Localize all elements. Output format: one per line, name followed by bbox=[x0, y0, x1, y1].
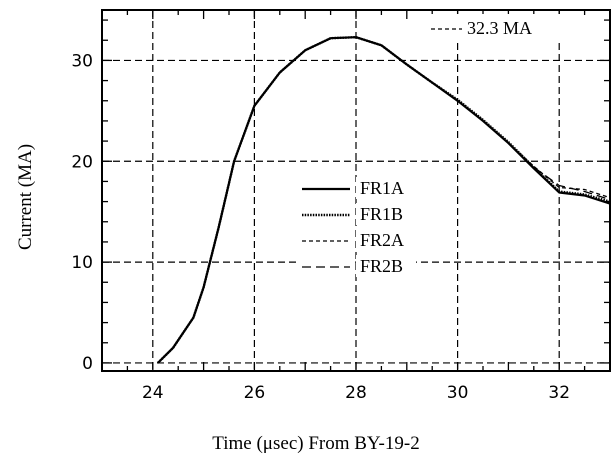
x-tick-label: 26 bbox=[244, 383, 266, 403]
series-line-fr2b bbox=[157, 36, 611, 364]
y-tick-label: 10 bbox=[71, 253, 93, 273]
legend-swatch-bg bbox=[298, 209, 354, 221]
legend: FR1A FR1B FR2A FR2B bbox=[298, 177, 416, 277]
x-axis-title: Time (μsec) From BY-19-2 bbox=[212, 433, 419, 454]
legend-bg-2 bbox=[356, 203, 416, 225]
legend-bg-4 bbox=[356, 255, 416, 277]
legend-label-fr1a: FR1A bbox=[360, 178, 404, 198]
legend-bg-1 bbox=[356, 177, 416, 199]
legend-label-fr1b: FR1B bbox=[360, 204, 403, 224]
series-lines bbox=[157, 36, 611, 364]
y-tick-label: 0 bbox=[82, 354, 93, 374]
x-tick-label: 30 bbox=[447, 383, 469, 403]
y-tick-label: 20 bbox=[71, 152, 93, 172]
tick-labels: 24 26 28 30 32 0 10 20 30 bbox=[71, 51, 570, 403]
plot-frame bbox=[101, 9, 611, 372]
x-tick-label: 32 bbox=[548, 383, 570, 403]
annotation-label: 32.3 MA bbox=[467, 18, 532, 38]
annotation-background bbox=[425, 14, 575, 42]
legend-swatches bbox=[298, 183, 354, 273]
legend-bg-3 bbox=[356, 229, 416, 251]
y-axis-title: Current (MA) bbox=[15, 144, 36, 250]
legend-label-fr2a: FR2A bbox=[360, 230, 404, 250]
peak-annotation: 32.3 MA bbox=[425, 14, 575, 42]
x-tick-label: 28 bbox=[345, 383, 367, 403]
legend-label-fr2b: FR2B bbox=[360, 256, 403, 276]
legend-swatch-bg bbox=[298, 261, 354, 273]
y-tick-label: 30 bbox=[71, 51, 93, 71]
x-tick-label: 24 bbox=[142, 383, 164, 403]
